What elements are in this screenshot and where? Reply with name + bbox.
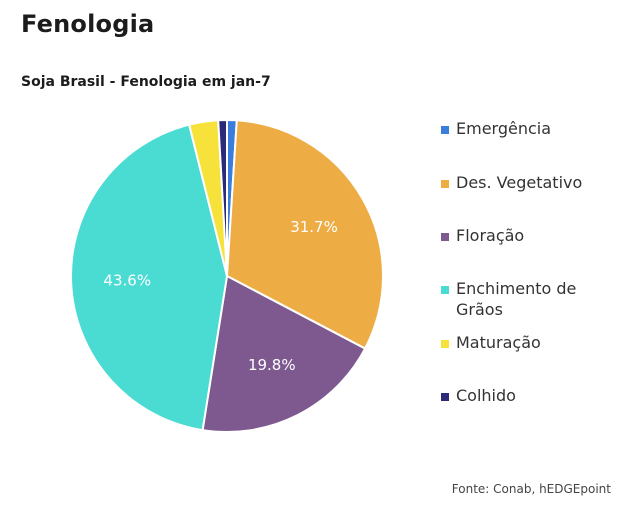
legend-label: Floração	[456, 226, 525, 245]
legend-swatch	[441, 180, 449, 188]
chart-title: Soja Brasil - Fenologia em jan-7	[21, 74, 271, 90]
pie-slice-5[interactable]	[217, 118, 228, 277]
pie-slice-1[interactable]	[226, 119, 384, 350]
source-note: Fonte: Conab, hEDGEpoint	[451, 482, 611, 496]
legend-swatch	[441, 233, 449, 241]
legend-swatch	[441, 126, 449, 134]
legend-label: Colhido	[456, 386, 516, 405]
legend-item-emergencia[interactable]: Emergência	[441, 118, 616, 139]
legend-swatch	[441, 286, 449, 294]
legend-label: Enchimento de Grãos	[456, 279, 577, 319]
legend-label: Emergência	[456, 119, 552, 138]
legend-item-enchimento-de-graos[interactable]: Enchimento de Grãos	[441, 278, 616, 320]
pie-slice-2[interactable]	[201, 275, 367, 433]
legend-swatch	[441, 393, 449, 401]
legend-item-des-vegetativo[interactable]: Des. Vegetativo	[441, 172, 616, 193]
slice-data-label: 31.7%	[290, 218, 338, 236]
legend-label: Des. Vegetativo	[456, 173, 583, 192]
page-title: Fenologia	[21, 10, 155, 38]
slice-data-label: 43.6%	[103, 271, 151, 289]
legend-item-colhido[interactable]: Colhido	[441, 385, 616, 406]
legend-item-maturacao[interactable]: Maturação	[441, 332, 616, 353]
slice-data-label: 19.8%	[248, 356, 296, 374]
pie-slice-3[interactable]	[70, 123, 228, 432]
legend-item-floracao[interactable]: Floração	[441, 225, 616, 246]
legend-label: Maturação	[456, 333, 541, 352]
legend-swatch	[441, 340, 449, 348]
